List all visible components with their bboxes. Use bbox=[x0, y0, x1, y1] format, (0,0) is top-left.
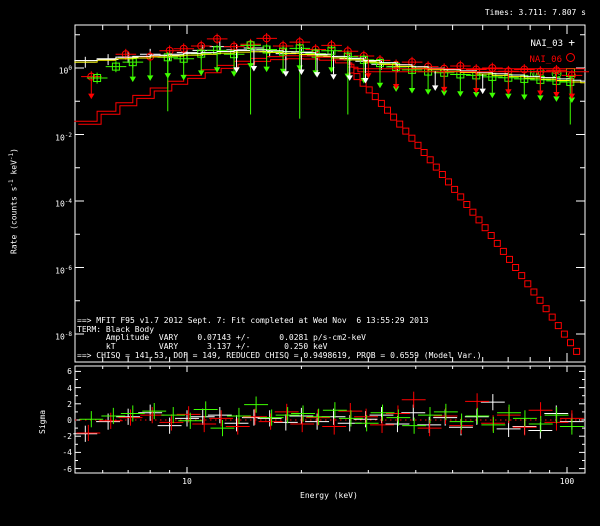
plus-marker-icon: + bbox=[568, 36, 575, 49]
sigma-axis-tick-label: 4 bbox=[67, 383, 72, 393]
rate-axis-tick-label: 100 bbox=[58, 65, 72, 76]
axis-ticks bbox=[75, 25, 585, 473]
sigma-axis-tick-label: -2 bbox=[62, 432, 72, 442]
x-axis-label-energy: Energy (keV) bbox=[300, 491, 358, 500]
fit-amplitude-line: Amplitude VARY 0.07143 +/- 0.0281 p/s-cm… bbox=[77, 333, 366, 342]
legend-item-nai03: NAI_03 + bbox=[495, 36, 575, 50]
time-range-label: Times: 3.711: 7.807 s bbox=[484, 8, 586, 17]
sigma-axis-tick-label: -6 bbox=[62, 464, 72, 474]
series-nai_03-data bbox=[75, 41, 408, 73]
legend-item-nai06: NAI_06 bbox=[495, 53, 575, 66]
rate-axis-tick-label: 10-6 bbox=[55, 264, 72, 276]
energy-axis-tick-label: 10 bbox=[182, 477, 192, 486]
square-marker-icon bbox=[566, 68, 575, 77]
energy-axis-tick-label: 100 bbox=[559, 477, 575, 486]
sigma-axis-tick-label: 2 bbox=[67, 399, 72, 409]
sigma-nai_03-residuals bbox=[73, 394, 584, 442]
sigma-axis-tick-label: 0 bbox=[67, 416, 72, 425]
sigma-axis-tick-label: -4 bbox=[62, 448, 72, 458]
sigma-axis-tick-label: 6 bbox=[67, 367, 72, 377]
sigma-nai_06-residuals bbox=[76, 391, 584, 442]
legend-item-nai09: NAI_09 bbox=[495, 68, 575, 81]
legend-label-nai03: NAI_03 bbox=[530, 39, 563, 49]
legend-label-nai06: NAI_06 bbox=[529, 55, 562, 65]
rate-axis-tick-label: 10-2 bbox=[55, 131, 72, 143]
sigma-nai_09-residuals bbox=[79, 396, 584, 437]
series-black-body-model-tail bbox=[347, 66, 581, 355]
rate-axis-tick-label: 10-8 bbox=[55, 331, 72, 342]
y-axis-label-rate: Rate (counts s-1 keV-1) bbox=[8, 148, 19, 254]
fit-chisq-line: ==> CHISQ = 141.53, DOF = 149, REDUCED C… bbox=[77, 351, 482, 360]
legend-label-nai09: NAI_09 bbox=[529, 70, 562, 80]
plot-frames bbox=[74, 24, 586, 474]
fit-status-line: ==> MFIT F95 v1.7 2012 Sept. 7: Fit comp… bbox=[77, 316, 429, 325]
upper-limit-arrows-white bbox=[233, 51, 486, 95]
circle-marker-icon bbox=[566, 53, 575, 62]
fit-kt-line: kT VARY 3.137 +/- 0.250 keV bbox=[77, 342, 328, 351]
rate-axis-tick-label: 10-4 bbox=[55, 198, 72, 209]
